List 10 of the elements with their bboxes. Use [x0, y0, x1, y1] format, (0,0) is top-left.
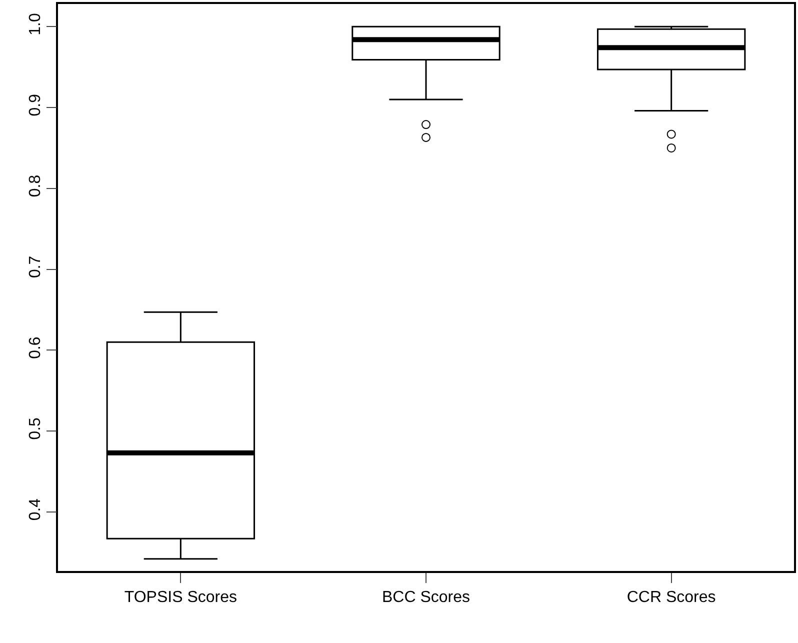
y-tick-label: 0.4: [26, 498, 44, 521]
y-tick-label: 0.9: [26, 94, 44, 116]
y-tick-label: 0.6: [26, 336, 44, 359]
y-tick-label: 1.0: [26, 13, 44, 36]
x-tick-label: CCR Scores: [626, 588, 716, 606]
x-tick-label: BCC Scores: [382, 588, 470, 606]
y-tick-label: 0.8: [26, 174, 44, 198]
y-tick-label: 0.7: [26, 256, 44, 278]
y-tick-label: 0.5: [26, 417, 44, 440]
x-tick-label: TOPSIS Scores: [124, 588, 237, 606]
